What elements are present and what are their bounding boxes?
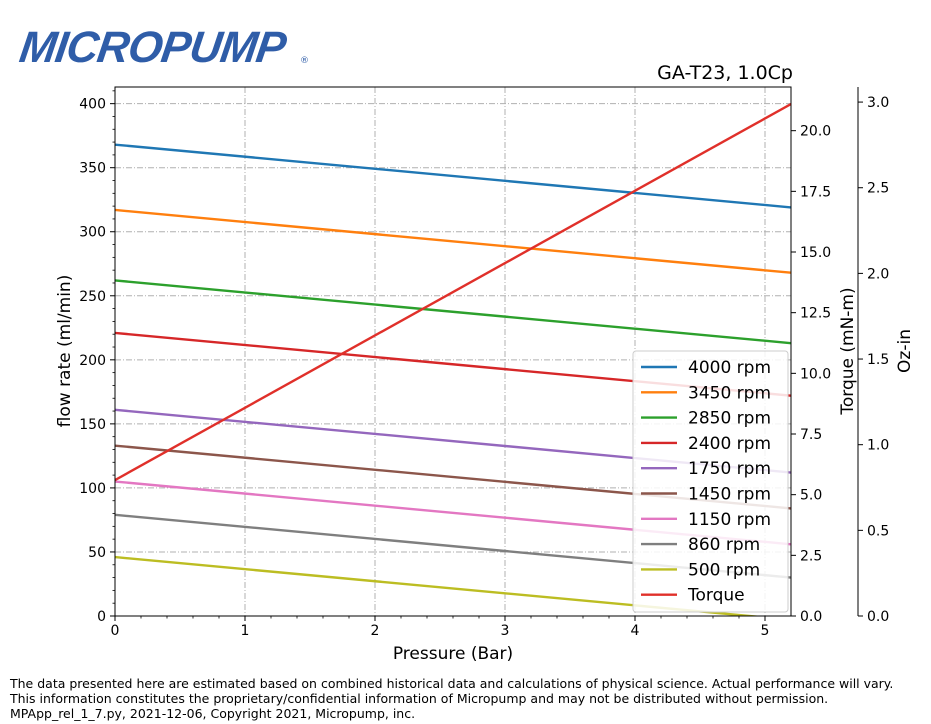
footer-disclaimer: The data presented here are estimated ba… <box>10 676 894 691</box>
y-tick-label: 400 <box>79 97 106 113</box>
oz-in-tick-label: 2.5 <box>867 181 889 197</box>
legend: 4000 rpm 3450 rpm 2850 rpm 2400 rpm 1750 rpm… <box>632 350 789 613</box>
y-tick-label: 300 <box>79 225 106 241</box>
oz-in-tick-label: 3.0 <box>867 95 889 111</box>
legend-label: 1750 rpm <box>688 459 771 479</box>
torque-tick-label: 0.0 <box>800 609 822 625</box>
torque-axis-label: Torque (mN-m) <box>838 287 858 415</box>
legend-box <box>632 350 789 613</box>
torque-tick-label: 2.5 <box>800 548 822 564</box>
legend-label: 1150 rpm <box>688 510 771 530</box>
torque-tick-label: 12.5 <box>800 306 831 322</box>
oz-in-tick-label: 1.0 <box>867 438 889 454</box>
x-tick-label: 0 <box>111 623 120 639</box>
y-tick-label: 50 <box>88 545 106 561</box>
legend-label: 3450 rpm <box>688 383 771 403</box>
legend-label: 4000 rpm <box>688 358 771 378</box>
x-tick-label: 1 <box>241 623 250 639</box>
torque-tick-label: 10.0 <box>800 366 831 382</box>
y-tick-label: 0 <box>97 609 106 625</box>
series-line-3450-rpm <box>115 208 791 274</box>
legend-label: 2400 rpm <box>688 434 771 454</box>
torque-tick-label: 20.0 <box>800 124 831 140</box>
legend-label: Torque <box>687 586 745 606</box>
chart-title: GA-T23, 1.0Cp <box>657 62 793 84</box>
oz-in-tick-label: 2.0 <box>867 266 889 282</box>
oz-in-axis-label: Oz-in <box>895 329 915 373</box>
x-tick-label: 5 <box>761 623 770 639</box>
y-tick-label: 100 <box>79 481 106 497</box>
torque-tick-label: 5.0 <box>800 488 822 504</box>
y-tick-label: 200 <box>79 353 106 369</box>
oz-in-tick-label: 1.5 <box>867 352 889 368</box>
y-tick-label: 350 <box>79 161 106 177</box>
y-tick-label: 250 <box>79 289 106 305</box>
legend-label: 500 rpm <box>688 560 760 580</box>
y-tick-label: 150 <box>79 417 106 433</box>
series-line-4000-rpm <box>115 143 791 209</box>
legend-label: 2850 rpm <box>688 409 771 429</box>
series-line-2850-rpm <box>115 279 791 345</box>
x-tick-label: 4 <box>631 623 640 639</box>
torque-tick-label: 17.5 <box>800 184 831 200</box>
axis-ticks: 0 1 2 3 4 50501001502002503003504000.02.55.07… <box>79 90 889 639</box>
footer-confidential: This information constitutes the proprie… <box>10 691 829 706</box>
footer-version: MPApp_rel_1_7.py, 2021-12-06, Copyright … <box>10 706 416 721</box>
torque-tick-label: 15.0 <box>800 245 831 261</box>
x-tick-label: 3 <box>501 623 510 639</box>
series-line-torque <box>115 102 791 482</box>
x-tick-label: 2 <box>371 623 380 639</box>
legend-label: 860 rpm <box>688 535 760 555</box>
registered-mark: ® <box>300 56 309 66</box>
oz-in-tick-label: 0.0 <box>867 609 889 625</box>
y-axis-label: flow rate (ml/min) <box>55 275 75 428</box>
torque-tick-label: 7.5 <box>800 427 822 443</box>
legend-label: 1450 rpm <box>688 485 771 505</box>
oz-in-tick-label: 0.5 <box>867 523 889 539</box>
x-axis-label: Pressure (Bar) <box>393 644 513 664</box>
